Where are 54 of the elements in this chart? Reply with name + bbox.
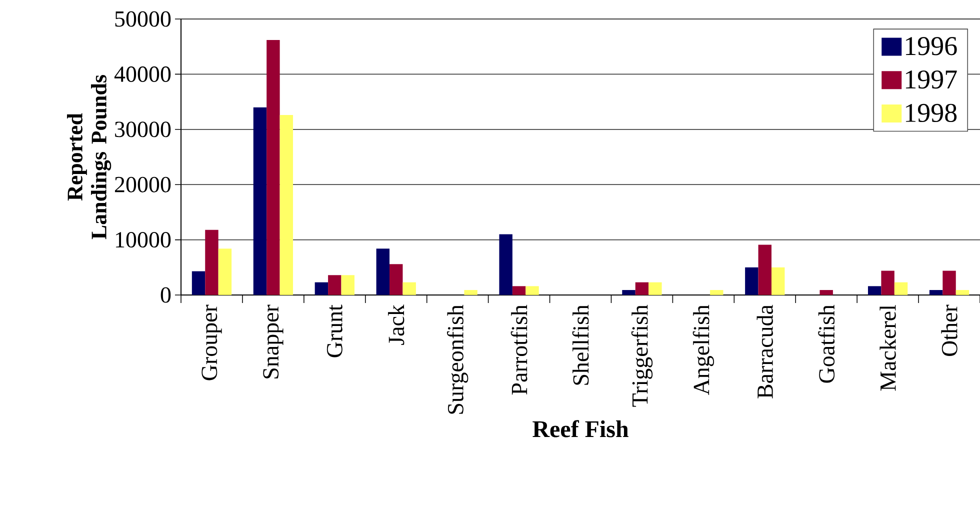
bar — [820, 290, 833, 295]
x-tick-label: Grouper — [202, 304, 222, 380]
bar — [218, 248, 232, 295]
y-tick-label: 50000 — [115, 11, 171, 27]
bar — [622, 290, 636, 295]
bar — [648, 282, 662, 295]
bar — [464, 290, 478, 295]
x-tick-label: Parrotfish — [510, 304, 528, 395]
y-tick-label: 30000 — [115, 122, 171, 138]
x-tick-label: Mackerel — [880, 304, 896, 391]
bar — [881, 270, 894, 295]
bar — [868, 286, 882, 295]
y-tick-label: 0 — [160, 287, 171, 303]
bar — [710, 290, 724, 295]
bar — [956, 290, 970, 295]
y-tick-label: 40000 — [114, 66, 171, 82]
x-tick-label: Goatfish — [818, 304, 835, 383]
bar — [280, 115, 294, 295]
legend-label: 1996 — [906, 37, 957, 56]
y-tick-label: 20000 — [114, 176, 171, 192]
x-tick-label: Snapper — [263, 304, 284, 378]
bar — [376, 248, 390, 295]
x-axis-title: Reef Fish — [532, 420, 628, 438]
bar — [745, 267, 758, 295]
x-tick-label: Triggerfish — [631, 304, 653, 407]
bar — [328, 275, 342, 295]
x-tick-label: Other — [941, 304, 958, 356]
bar — [402, 282, 416, 295]
bar — [771, 267, 785, 295]
bar — [942, 270, 956, 295]
bar — [929, 290, 943, 295]
bar — [499, 234, 512, 295]
bar — [192, 271, 206, 295]
bar — [758, 244, 772, 295]
bar — [341, 275, 354, 295]
legend-label: 1997 — [906, 70, 957, 89]
bar — [205, 230, 218, 295]
y-axis-title: Reported Landings Pounds — [66, 75, 112, 240]
bar — [894, 282, 908, 295]
bar — [526, 286, 539, 295]
bar — [390, 264, 403, 295]
bar — [512, 286, 526, 295]
x-tick-label: Surgeonfish — [446, 304, 468, 414]
bar — [314, 282, 328, 295]
bar — [266, 40, 280, 295]
bar — [635, 282, 649, 295]
legend-label: 1998 — [906, 104, 957, 122]
x-tick-label: Shellfish — [572, 304, 589, 385]
x-tick-label: Grunt — [326, 304, 342, 358]
y-tick-label: 10000 — [116, 232, 171, 248]
x-tick-label: Barracuda — [756, 304, 773, 398]
bar — [253, 107, 267, 295]
x-tick-label: Jack — [388, 304, 404, 345]
x-tick-label: Angelfish — [692, 304, 714, 396]
